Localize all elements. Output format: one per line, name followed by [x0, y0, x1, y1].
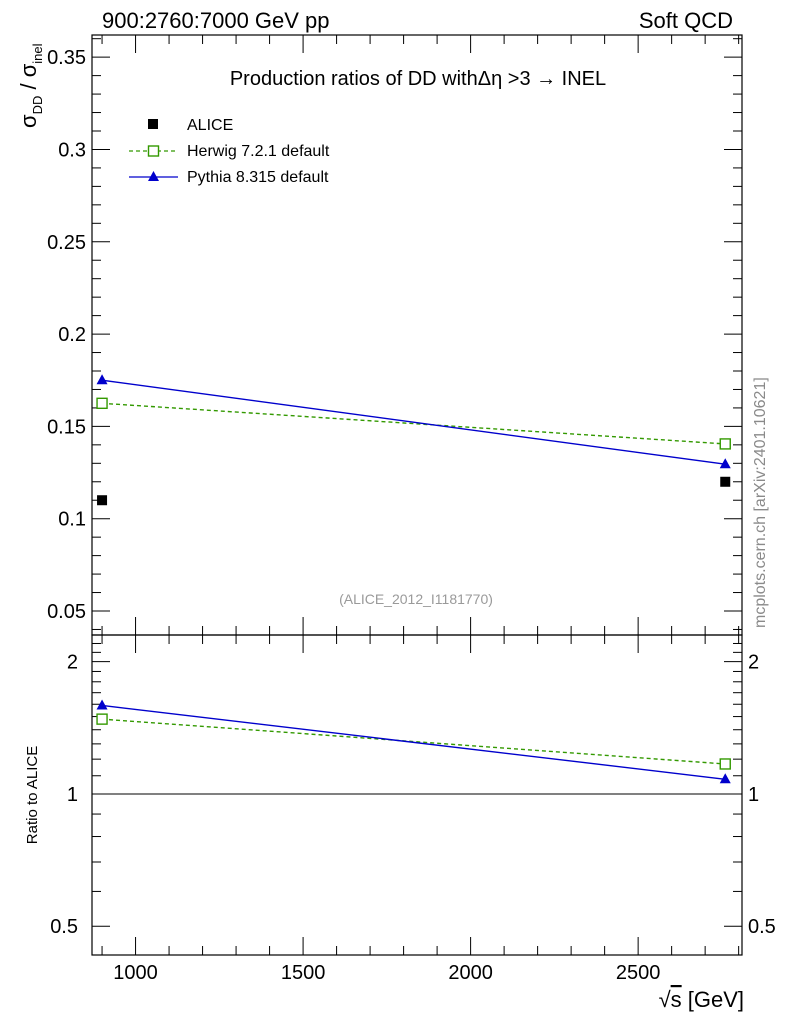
- ratio-line-pythia: [101, 704, 726, 780]
- ylabel-sigma-2: σ: [16, 63, 41, 77]
- legend-item-alice: ALICE: [148, 117, 233, 134]
- main-panel: 0.05 0.1 0.15 0.2 0.25 0.3 0.35 Production rat…: [16, 34, 743, 636]
- ylabel-sub-dd: DD: [30, 96, 45, 115]
- main-point-pythia: [96, 374, 108, 385]
- legend-label-pythia: Pythia 8.315 default: [187, 169, 329, 186]
- legend-marker-herwig: [147, 145, 160, 157]
- main-y-tick-label: 0.35: [47, 47, 86, 69]
- legend-marker-pythia: [148, 171, 159, 181]
- xlabel-var: s: [671, 987, 682, 1012]
- ratio-point-pythia: [96, 699, 108, 710]
- ratio-y-tick-label-right: 2: [748, 652, 759, 674]
- main-x-ticks: [101, 35, 740, 635]
- header-right: Soft QCD: [639, 8, 733, 33]
- ratio-y-tick-label: 0.5: [50, 916, 78, 938]
- ratio-y-tick-label: 1: [67, 784, 78, 806]
- x-tick-label: 2000: [448, 962, 493, 984]
- main-point-alice: [720, 476, 731, 487]
- ratio-y-tick-label: 2: [67, 652, 78, 674]
- main-y-tick-label: 0.2: [58, 324, 86, 346]
- main-y-tick-label: 0.25: [47, 232, 86, 254]
- ratio-y-ticks: 0.5 0.5 1 1 2 2: [50, 642, 776, 938]
- ratio-x-ticks: 1000 1500 2000 2500: [101, 635, 740, 984]
- ratio-point-herwig: [719, 758, 731, 770]
- x-tick-label: 1500: [281, 962, 326, 984]
- main-y-ticks: 0.05 0.1 0.15 0.2 0.25 0.3 0.35: [47, 38, 742, 630]
- ratio-point-pythia: [719, 773, 731, 784]
- legend-label-alice: ALICE: [187, 117, 233, 134]
- ylabel-sigma-1: σ: [16, 114, 41, 128]
- x-tick-label: 2500: [616, 962, 661, 984]
- ylabel-sub-inel: inel: [30, 43, 45, 63]
- header-left: 900:2760:7000 GeV pp: [102, 8, 330, 33]
- main-point-pythia: [719, 458, 731, 469]
- x-tick-label: 1000: [113, 962, 158, 984]
- legend-label-herwig: Herwig 7.2.1 default: [187, 143, 330, 160]
- main-y-tick-label: 0.3: [58, 139, 86, 161]
- main-y-tick-label: 0.1: [58, 509, 86, 531]
- chart-title: Production ratios of DD withΔη >3 → INEL: [230, 68, 606, 90]
- ratio-frame: [91, 634, 743, 956]
- legend-marker-alice: [148, 119, 158, 129]
- ylabel-slash: /: [16, 77, 41, 95]
- main-line-pythia: [101, 379, 726, 465]
- xlabel-root: √: [659, 987, 672, 1012]
- side-credit: mcplots.cern.ch [arXiv:2401.10621]: [752, 377, 769, 628]
- xlabel-unit: [GeV]: [682, 987, 744, 1012]
- main-series: [96, 374, 731, 506]
- ratio-y-tick-label-right: 1: [748, 784, 759, 806]
- ratio-panel: 0.5 0.5 1 1 2 2 1000 1500 2000 2500 Ratio to ALI…: [24, 634, 776, 1012]
- x-axis-label: √s [GeV]: [659, 987, 744, 1012]
- main-line-herwig: [102, 402, 726, 445]
- main-y-tick-label: 0.15: [47, 416, 86, 438]
- main-y-axis-label: σDD / σinel: [16, 43, 45, 128]
- main-point-herwig: [96, 397, 108, 410]
- ratio-y-tick-label-right: 0.5: [748, 916, 776, 938]
- ratio-line-herwig: [102, 718, 726, 765]
- ratio-series: [96, 699, 731, 784]
- analysis-watermark: (ALICE_2012_I1181770): [339, 591, 493, 607]
- ratio-y-axis-label: Ratio to ALICE: [24, 746, 41, 844]
- legend-item-pythia: Pythia 8.315 default: [129, 169, 329, 186]
- ratio-point-herwig: [96, 713, 108, 725]
- legend: ALICE Herwig 7.2.1 default Pythia 8.315 …: [129, 117, 330, 186]
- main-point-alice: [97, 495, 108, 506]
- legend-item-herwig: Herwig 7.2.1 default: [129, 143, 330, 160]
- main-y-tick-label: 0.05: [47, 601, 86, 623]
- main-point-herwig: [719, 438, 731, 450]
